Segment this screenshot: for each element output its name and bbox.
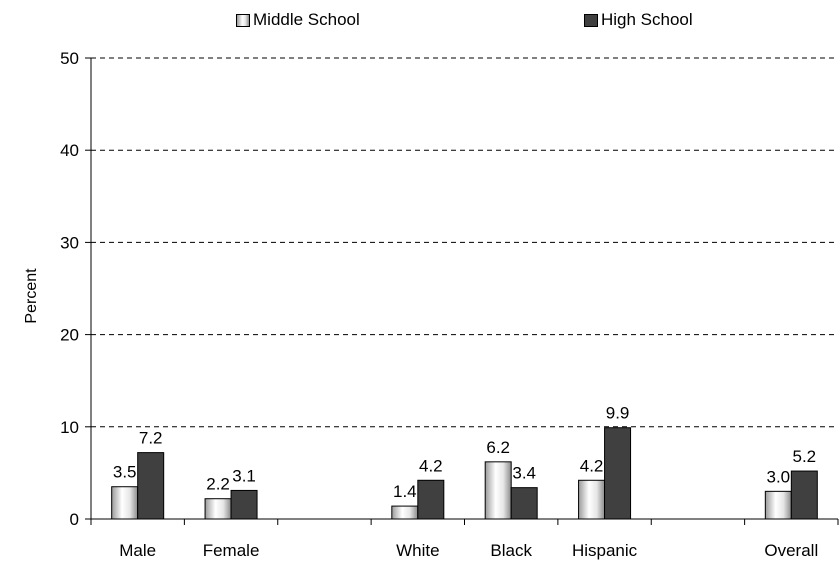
data-label-high-school: 5.2 (792, 447, 816, 466)
bar-middle-school (764, 490, 792, 520)
bar-high-school (790, 470, 818, 520)
x-category-label: Male (119, 541, 156, 560)
legend-label-middle-school: Middle School (253, 10, 360, 29)
bar-high-school (417, 479, 445, 520)
data-label-middle-school: 4.2 (580, 456, 604, 475)
data-label-high-school: 3.4 (512, 464, 536, 483)
y-tick-label: 50 (60, 49, 79, 68)
bar-middle-school (111, 486, 139, 520)
bar-high-school (137, 452, 165, 520)
data-label-middle-school: 3.5 (113, 463, 137, 482)
data-label-high-school: 3.1 (232, 466, 256, 485)
data-label-middle-school: 6.2 (486, 438, 510, 457)
legend-swatch-middle-school (236, 13, 250, 27)
legend-swatch-high-school (584, 13, 598, 27)
y-tick-label: 10 (60, 418, 79, 437)
data-label-middle-school: 1.4 (393, 482, 417, 501)
bar-high-school (510, 487, 538, 520)
y-tick-label: 20 (60, 326, 79, 345)
bar-middle-school (204, 498, 232, 520)
bar-high-school (604, 427, 632, 520)
x-category-label: Overall (764, 541, 818, 560)
bar-middle-school (391, 505, 419, 520)
data-label-high-school: 7.2 (139, 429, 163, 448)
x-category-label: White (396, 541, 439, 560)
legend-label-high-school: High School (601, 10, 693, 29)
legend-item-high-school: High School (584, 10, 693, 30)
bar-middle-school (484, 461, 512, 520)
legend-item-middle-school: Middle School (236, 10, 360, 30)
data-label-middle-school: 2.2 (206, 475, 230, 494)
data-label-high-school: 4.2 (419, 456, 443, 475)
bar-middle-school (578, 479, 606, 520)
x-category-label: Hispanic (572, 541, 638, 560)
y-tick-label: 0 (70, 510, 79, 529)
data-label-middle-school: 3.0 (766, 467, 790, 486)
y-tick-label: 40 (60, 141, 79, 160)
x-category-label: Black (490, 541, 532, 560)
data-label-high-school: 9.9 (606, 404, 630, 423)
bar-high-school (230, 489, 258, 520)
x-category-label: Female (203, 541, 260, 560)
y-tick-label: 30 (60, 233, 79, 252)
y-axis-title: Percent (23, 268, 40, 324)
